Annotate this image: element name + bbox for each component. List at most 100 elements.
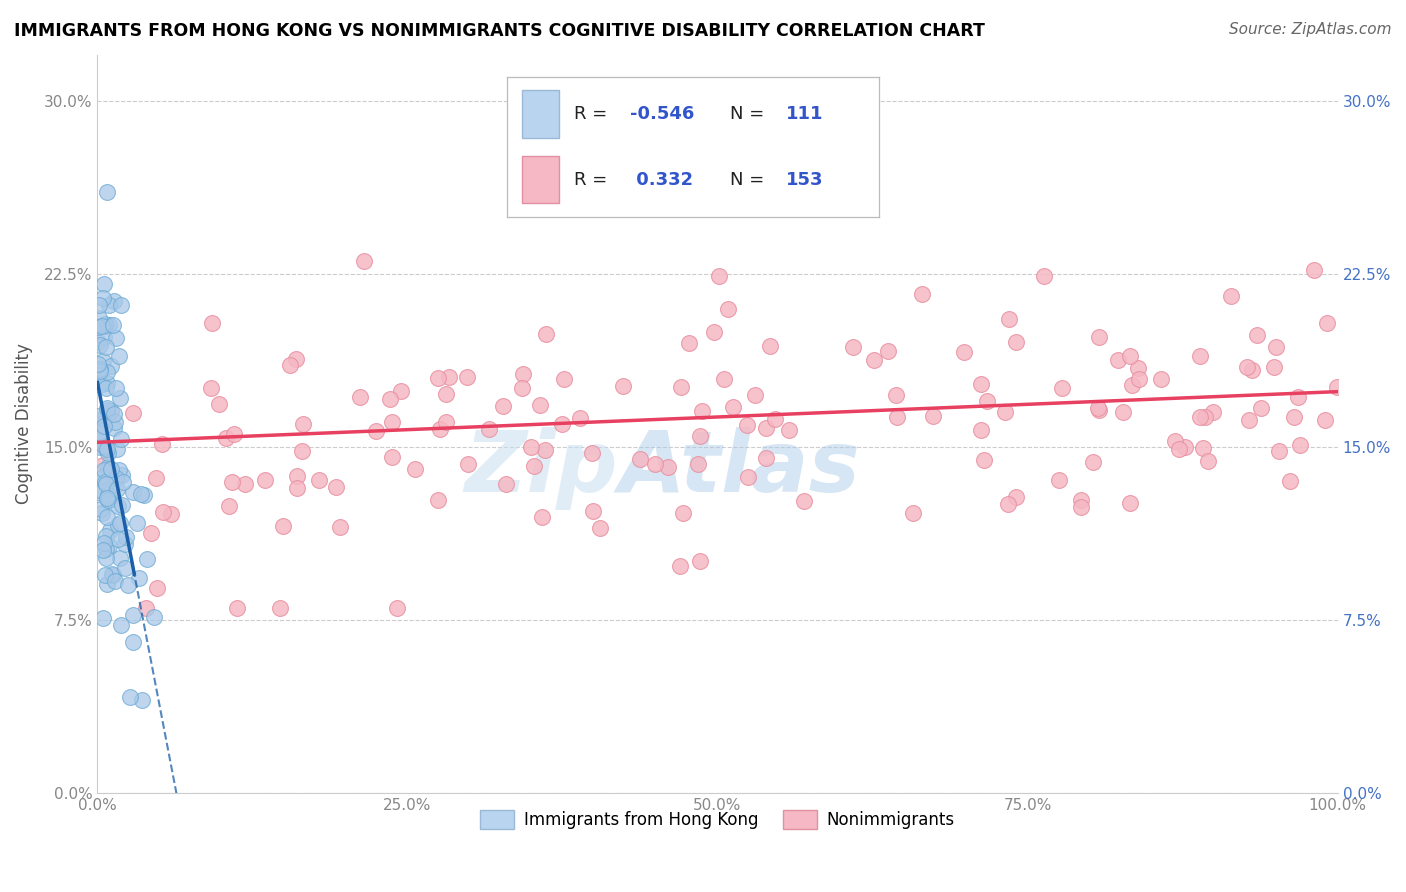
Text: IMMIGRANTS FROM HONG KONG VS NONIMMIGRANTS COGNITIVE DISABILITY CORRELATION CHAR: IMMIGRANTS FROM HONG KONG VS NONIMMIGRAN… [14,22,986,40]
Point [657,459,679,474]
Point [112,475,135,490]
Point [222,427,245,442]
Point [135,601,157,615]
Point [122,485,145,500]
Point [96,186,118,200]
Point [429,422,451,436]
Point [89,440,111,454]
Point [122,607,145,622]
Point [90,486,112,500]
Point [96,403,118,417]
Point [671,380,693,394]
Point [437,370,460,384]
Point [1050,381,1073,395]
Point [1112,405,1135,419]
Point [89,362,111,376]
Point [581,446,603,460]
Point [104,471,127,485]
Point [385,601,408,615]
Point [381,450,404,465]
Point [427,370,450,384]
Point [87,311,110,326]
Point [1150,372,1173,386]
Point [530,510,553,524]
Point [534,327,557,342]
Point [94,528,117,542]
Point [96,510,118,524]
Point [1173,440,1195,454]
Point [678,335,700,350]
Point [103,568,125,582]
Point [107,499,129,513]
Point [364,424,387,438]
Point [87,297,110,311]
Point [512,367,534,381]
Point [1119,496,1142,510]
Point [1250,401,1272,415]
Point [884,388,907,402]
Point [308,473,330,487]
Point [529,398,551,412]
Point [110,617,132,632]
Point [87,319,110,334]
Point [111,498,134,512]
Point [96,491,118,505]
Point [1005,334,1028,349]
Point [1032,268,1054,283]
Point [1313,413,1336,427]
Point [970,423,993,437]
Point [721,401,744,415]
Point [755,421,778,435]
Point [973,452,995,467]
Point [101,566,124,581]
Point [589,521,612,535]
Point [91,484,114,499]
Point [671,506,693,520]
Point [132,488,155,502]
Point [93,277,115,291]
Point [93,536,115,550]
Point [434,387,457,401]
Point [922,409,945,424]
Point [1303,263,1326,277]
Point [1268,444,1291,458]
Point [94,477,117,491]
Point [94,475,117,490]
Point [128,571,150,585]
Point [426,493,449,508]
Point [91,611,114,625]
Point [117,578,139,592]
Point [1087,401,1109,416]
Point [215,431,238,445]
Point [1005,490,1028,504]
Point [121,406,143,420]
Point [284,351,307,366]
Point [89,377,111,392]
Point [287,468,309,483]
Point [105,442,128,456]
Point [269,601,291,615]
Point [778,423,800,437]
Point [291,443,314,458]
Point [150,437,173,451]
Point [103,318,125,332]
Point [457,457,479,471]
Point [1107,353,1129,368]
Point [100,462,122,476]
Point [93,441,115,455]
Point [381,416,404,430]
Point [87,376,110,390]
Point [1164,434,1187,448]
Point [1316,316,1339,330]
Legend: Immigrants from Hong Kong, Nonimmigrants: Immigrants from Hong Kong, Nonimmigrants [474,804,962,836]
Point [93,330,115,344]
Point [105,331,128,345]
Point [105,381,128,395]
Point [139,526,162,541]
Point [87,425,110,440]
Point [378,392,401,406]
Point [97,405,120,419]
Point [97,492,120,507]
Point [136,551,159,566]
Point [86,409,108,423]
